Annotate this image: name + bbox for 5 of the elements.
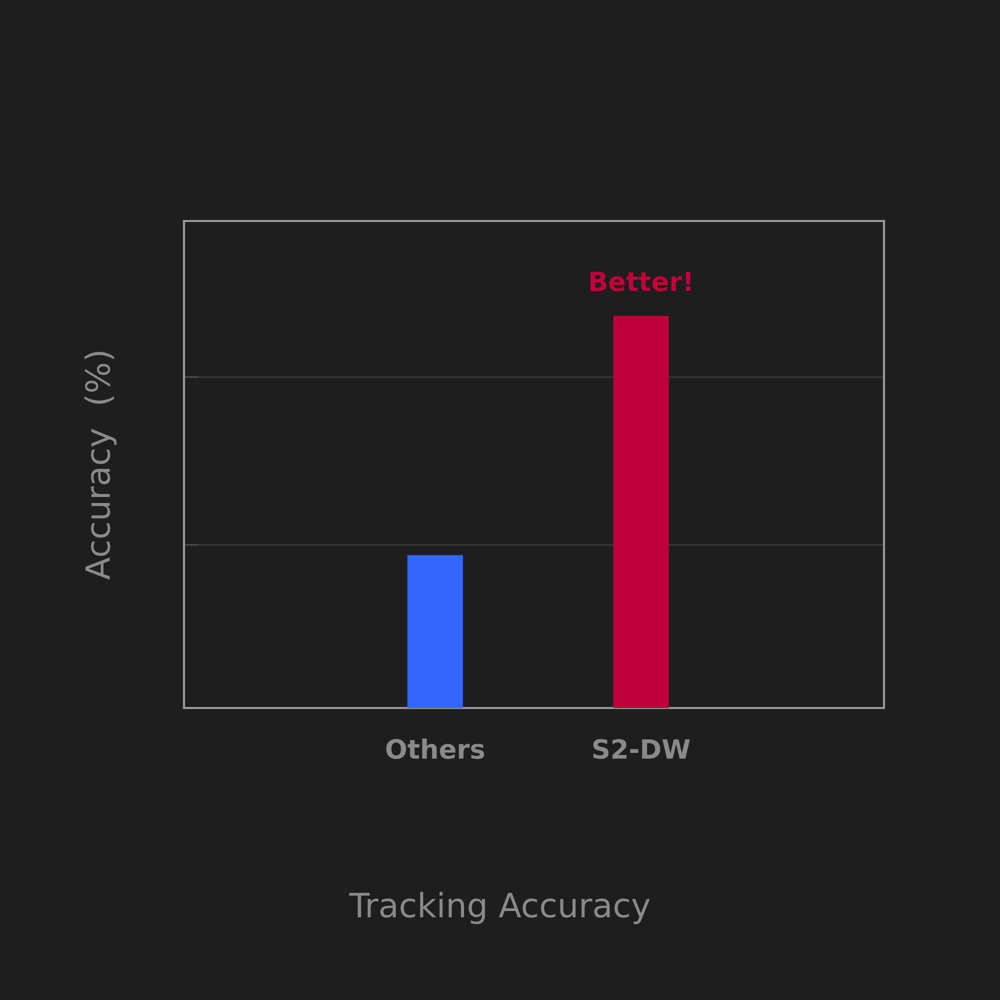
x-tick-label: S2-DW xyxy=(593,739,690,759)
annotation: Better! xyxy=(590,272,690,292)
x-tick-label: Others xyxy=(386,738,484,759)
y-axis-title: Accuracy (%) xyxy=(84,352,117,580)
text: Tracking Accuracy xyxy=(349,892,650,924)
